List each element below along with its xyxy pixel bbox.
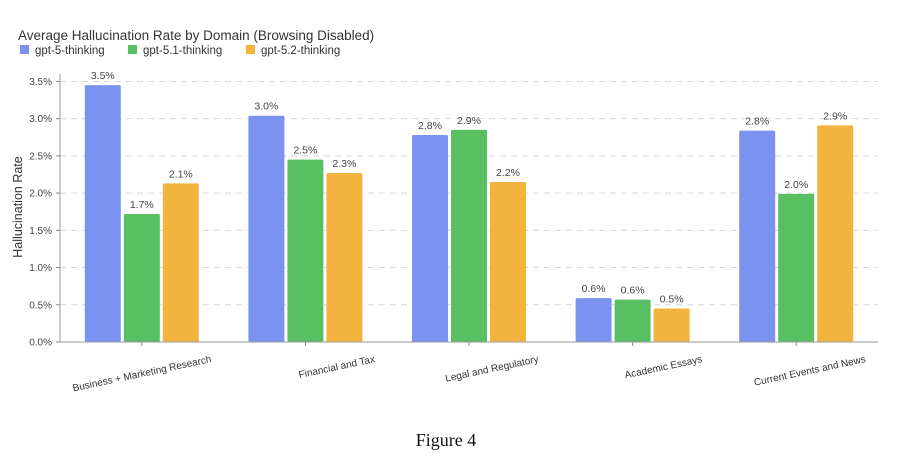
- bar-value-label: 2.3%: [332, 158, 356, 170]
- x-tick-label: Academic Essays: [624, 354, 703, 381]
- y-tick-label: 2.5%: [29, 151, 52, 162]
- bar-value-label: 2.8%: [745, 116, 769, 128]
- bar-gpt-5.1-thinking: [123, 213, 160, 342]
- bar-value-label: 2.5%: [293, 145, 317, 157]
- legend-label-gpt-5.1-thinking: gpt-5.1-thinking: [143, 45, 222, 57]
- y-axis-label: Hallucination Rate: [11, 156, 25, 257]
- bar-gpt-5.1-thinking: [451, 129, 487, 342]
- bar-gpt-5.2-thinking: [326, 173, 363, 342]
- legend-swatch-gpt-5.1-thinking: [128, 45, 137, 54]
- legend-label-gpt-5-thinking: gpt-5-thinking: [35, 45, 105, 57]
- x-tick-label: Financial and Tax: [298, 354, 376, 381]
- bar-gpt-5-thinking: [248, 115, 285, 342]
- chart-title: Average Hallucination Rate by Domain (Br…: [18, 28, 374, 43]
- bar-gpt-5-thinking: [84, 85, 121, 343]
- x-tick-label: Business + Marketing Research: [72, 354, 213, 394]
- bar-value-label: 2.9%: [823, 110, 847, 122]
- bar-gpt-5.1-thinking: [614, 299, 651, 342]
- x-tick-label: Legal and Regulatory: [444, 354, 539, 385]
- y-tick-label: 3.0%: [29, 114, 52, 125]
- bar-value-label: 0.6%: [621, 285, 645, 297]
- y-tick-label: 3.5%: [29, 77, 52, 88]
- chart-bars: [84, 85, 854, 343]
- bar-value-label: 2.2%: [496, 167, 520, 179]
- chart-bar-labels: 3.5% 1.7% 2.1% 3.0% 2.5% 2.3% 2.8% 2.9% 2.2% 0.6%…: [91, 70, 847, 305]
- bar-gpt-5-thinking: [575, 298, 612, 342]
- bar-value-label: 2.9%: [457, 115, 481, 127]
- bar-gpt-5.2-thinking: [162, 183, 199, 342]
- legend-label-gpt-5.2-thinking: gpt-5.2-thinking: [261, 45, 340, 57]
- bar-gpt-5.2-thinking: [817, 125, 854, 342]
- bar-value-label: 2.1%: [169, 168, 193, 180]
- x-tick-label: Current Events and News: [753, 354, 867, 388]
- bar-gpt-5-thinking: [739, 130, 776, 342]
- y-axis: 0.0% 0.5% 1.0% 1.5% 2.0% 2.5% 3.0% 3.5%: [29, 74, 61, 349]
- bar-value-label: 0.5%: [660, 294, 684, 306]
- x-axis: Business + Marketing Research Financial a…: [60, 341, 878, 394]
- bar-value-label: 0.6%: [582, 283, 606, 295]
- bar-gpt-5.2-thinking: [653, 308, 690, 342]
- figure-caption: Figure 4: [416, 430, 477, 450]
- bar-value-label: 3.5%: [91, 70, 115, 82]
- bar-gpt-5.1-thinking: [287, 159, 324, 342]
- bar-gpt-5.2-thinking: [490, 181, 526, 342]
- legend-swatch-gpt-5.2-thinking: [246, 45, 255, 54]
- bar-gpt-5.1-thinking: [778, 193, 815, 342]
- y-tick-label: 1.5%: [29, 226, 52, 237]
- y-tick-label: 0.5%: [29, 300, 52, 311]
- y-tick-label: 0.0%: [29, 338, 52, 349]
- y-tick-label: 2.0%: [29, 189, 52, 200]
- legend-swatch-gpt-5-thinking: [20, 45, 29, 54]
- chart-legend: gpt-5-thinking gpt-5.1-thinking gpt-5.2-th…: [20, 45, 340, 57]
- y-tick-label: 1.0%: [29, 263, 52, 274]
- bar-value-label: 2.8%: [418, 120, 442, 132]
- bar-value-label: 3.0%: [254, 101, 278, 113]
- bar-value-label: 1.7%: [130, 199, 154, 211]
- bar-gpt-5-thinking: [412, 135, 448, 342]
- bar-value-label: 2.0%: [784, 179, 808, 191]
